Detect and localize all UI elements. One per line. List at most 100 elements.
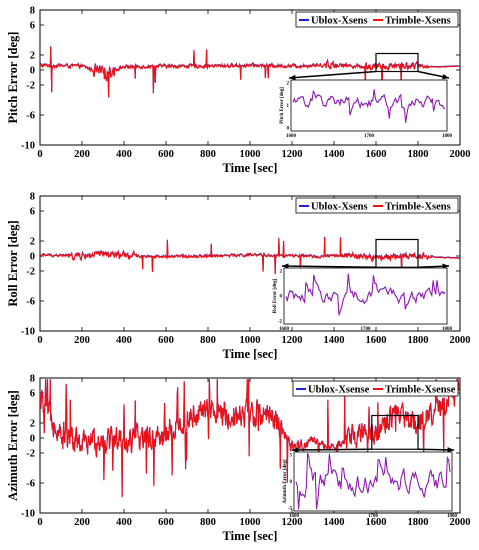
x-tick-label: 400 — [116, 335, 132, 346]
series-group — [40, 378, 460, 498]
inset-y-tick-label: 0 — [280, 295, 283, 300]
y-axis-label: Pitch Error [deg] — [6, 32, 20, 124]
x-tick-label: 1400 — [324, 517, 345, 528]
inset-x-tick-label: 1600 — [279, 327, 290, 332]
x-tick-label: 1600 — [366, 517, 387, 528]
x-tick-label: 200 — [74, 149, 90, 160]
y-tick-label: 6 — [30, 207, 35, 218]
legend-label-1: Ublox-Xsens — [311, 202, 368, 213]
y-tick-label: 2 — [30, 237, 35, 248]
legend-label-1: Ublox-Xsense — [308, 385, 370, 396]
inset-x-tick-label: 1700 — [361, 327, 372, 332]
series-line-2 — [40, 46, 460, 98]
zoom-arrow-left — [281, 265, 377, 269]
zoom-arrow-left — [291, 448, 372, 451]
zoom-arrow-right-head — [447, 447, 454, 453]
inset-y-tick-label: 0 — [287, 127, 290, 132]
y-axis-label: Roll Error [deg] — [6, 220, 20, 306]
x-tick-label: 0 — [37, 149, 42, 160]
inset-x-tick-label: 1800 — [442, 134, 453, 139]
x-tick-label: 400 — [116, 517, 132, 528]
x-tick-label: 400 — [116, 149, 132, 160]
x-tick-label: 1000 — [240, 517, 261, 528]
inset-series-line-2 — [292, 89, 446, 123]
x-tick-label: 600 — [158, 335, 174, 346]
inset-y-tick-label: -5 — [288, 507, 293, 512]
legend-label-2: Trimble-Xsens — [385, 202, 451, 213]
y-tick-label: 8 — [30, 192, 35, 203]
inset-x-tick-label: 1600 — [286, 134, 297, 139]
legend: Ublox-Xsens Trimble-Xsens — [295, 11, 459, 28]
y-tick-label: 8 — [30, 6, 35, 17]
x-tick-label: 0 — [37, 517, 42, 528]
x-axis-label: Time [sec] — [223, 529, 278, 543]
zoom-arrow-left-head — [289, 74, 296, 81]
y-tick-label: -6 — [26, 479, 35, 490]
y-tick-label: 2 — [30, 419, 35, 430]
inset-series-line-2 — [285, 273, 446, 316]
x-tick-label: 1600 — [366, 149, 387, 160]
inset-x-tick-label: 1700 — [364, 134, 375, 139]
inset-frame — [293, 451, 453, 512]
x-tick-label: 0 — [37, 335, 42, 346]
y-tick-label: -6 — [26, 297, 35, 308]
x-tick-label: 800 — [200, 335, 216, 346]
legend: Ublox-Xsens Trimble-Xsens — [295, 197, 459, 214]
inset-y-tick-label: 2 — [287, 82, 290, 87]
x-tick-label: 1200 — [282, 149, 303, 160]
inset-y-tick-label: 2 — [280, 270, 283, 275]
series-line-2 — [40, 378, 460, 498]
x-tick-label: 1600 — [366, 335, 387, 346]
y-tick-label: -10 — [21, 327, 35, 338]
inset-y-tick-label: -2 — [278, 320, 283, 325]
x-tick-label: 1800 — [408, 335, 429, 346]
zoom-box — [371, 414, 419, 450]
x-tick-label: 800 — [200, 149, 216, 160]
inset-frame — [283, 267, 448, 325]
legend: Ublox-Xsense Trimble-Xsense — [292, 380, 459, 397]
y-tick-label: -10 — [21, 509, 35, 520]
zoom-box — [375, 238, 419, 268]
x-tick-label: 600 — [158, 517, 174, 528]
x-tick-label: 1000 — [240, 149, 261, 160]
inset-y-axis-label: Roll Error [deg] — [273, 278, 278, 313]
x-tick-label: 200 — [74, 335, 90, 346]
x-tick-label: 1400 — [324, 335, 345, 346]
legend-label-2: Trimble-Xsens — [385, 16, 451, 27]
x-tick-label: 1200 — [282, 517, 303, 528]
y-tick-label: -2 — [26, 449, 35, 460]
inset-x-tick-label: 1800 — [447, 514, 458, 519]
y-tick-label: 0 — [30, 434, 35, 445]
legend-label-1: Ublox-Xsens — [311, 16, 368, 27]
y-tick-label: -2 — [26, 81, 35, 92]
series-group — [40, 236, 460, 277]
x-tick-label: 200 — [74, 517, 90, 528]
y-tick-label: 8 — [30, 374, 35, 385]
inset-x-tick-label: 1700 — [368, 514, 379, 519]
legend-label-2: Trimble-Xsense — [385, 385, 456, 396]
zoom-box — [375, 52, 419, 73]
inset-y-axis-label: Pitch Error [deg] — [280, 87, 285, 124]
x-tick-label: 2000 — [450, 517, 471, 528]
x-axis-label: Time [sec] — [223, 347, 278, 361]
y-tick-label: 6 — [30, 389, 35, 400]
x-tick-label: 1400 — [324, 149, 345, 160]
x-tick-label: 1000 — [240, 335, 261, 346]
series-group — [40, 46, 460, 98]
x-tick-label: 1200 — [282, 335, 303, 346]
zoom-arrow-left-head — [282, 263, 289, 269]
zoom-arrow-right-head — [442, 74, 449, 80]
y-tick-label: 0 — [30, 66, 35, 77]
y-tick-label: 2 — [30, 51, 35, 62]
chart-panel-2: 0 200 400 600 800 1000 1200 1400 1600 1800 2000862… — [6, 192, 471, 362]
inset-x-tick-label: 1600 — [289, 514, 300, 519]
inset-panel: 1600 1700 1800 2 0 -2 Roll Error [deg] — [273, 263, 453, 332]
x-tick-label: 2000 — [450, 335, 471, 346]
inset-y-axis-label: Azimuth Error [deg] — [283, 459, 288, 504]
chart-panel-3: 0 200 400 600 800 1000 1200 1400 1600 1800 2000862… — [6, 374, 471, 544]
inset-frame — [290, 79, 448, 132]
y-tick-label: 0 — [30, 252, 35, 263]
y-axis-label: Azimuth Error [deg] — [6, 390, 20, 501]
